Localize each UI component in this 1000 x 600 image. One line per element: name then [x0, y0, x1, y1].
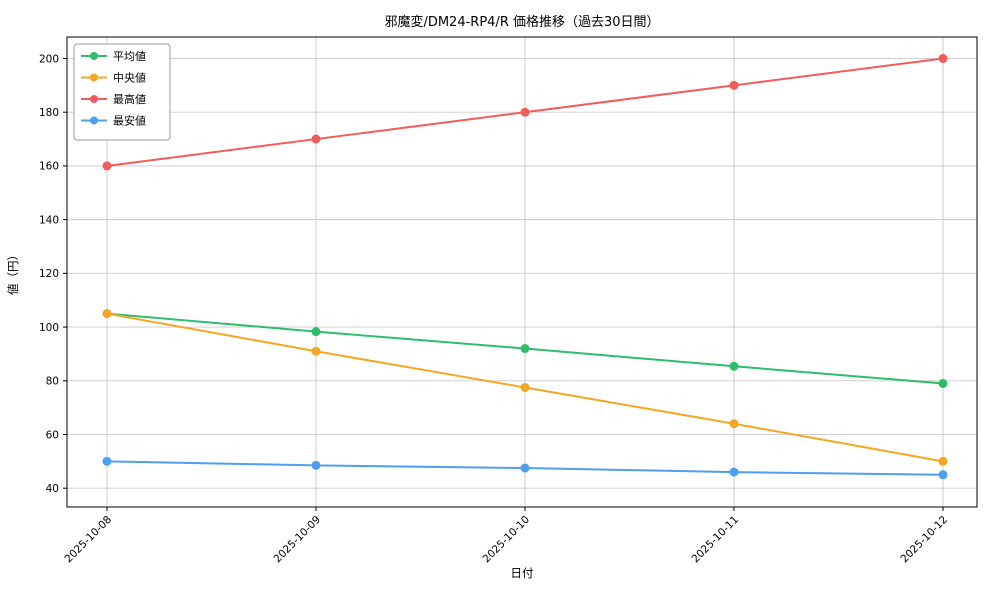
data-point-marker	[729, 80, 739, 90]
legend-item: 最高値	[81, 92, 146, 106]
legend-label: 平均値	[113, 50, 146, 63]
data-point-marker	[520, 382, 530, 392]
legend-item: 中央値	[81, 71, 146, 84]
data-point-marker	[938, 456, 948, 466]
legend-sample-marker	[90, 95, 98, 103]
y-tick-label: 160	[39, 161, 59, 173]
y-axis-label: 値（円）	[6, 249, 20, 295]
legend-item: 最安値	[81, 113, 146, 127]
legend-item: 平均値	[81, 50, 146, 63]
legend-label: 最安値	[113, 113, 146, 127]
data-point-marker	[520, 344, 530, 354]
x-axis-label: 日付	[511, 566, 534, 580]
plot-area-background	[67, 37, 977, 507]
data-point-marker	[311, 346, 321, 356]
y-tick-label: 120	[39, 268, 59, 280]
data-point-marker	[938, 53, 948, 63]
plot-border	[66, 36, 978, 508]
data-point-marker	[729, 361, 739, 371]
data-point-marker	[102, 161, 112, 171]
y-tick-label: 180	[39, 107, 59, 119]
data-point-marker	[311, 327, 321, 337]
legend-sample-marker	[90, 52, 98, 60]
legend-box	[73, 43, 171, 141]
y-tick-label: 60	[46, 429, 59, 441]
data-point-marker	[729, 419, 739, 429]
legend-sample-marker	[90, 73, 98, 82]
data-point-marker	[729, 467, 739, 477]
data-point-marker	[520, 107, 530, 117]
data-point-marker	[102, 456, 112, 466]
data-point-marker	[102, 309, 112, 319]
legend-label: 中央値	[113, 71, 146, 84]
data-point-marker	[311, 460, 321, 470]
chart-title: 邪魔変/DM24-RP4/R 価格推移（過去30日間）	[384, 14, 659, 30]
legend-label: 最高値	[113, 92, 146, 106]
data-point-marker	[520, 463, 530, 473]
y-tick-label: 80	[46, 376, 59, 388]
data-point-marker	[938, 470, 948, 480]
y-tick-label: 140	[39, 214, 59, 226]
y-tick-label: 40	[46, 483, 59, 495]
y-tick-label: 100	[39, 322, 59, 334]
y-tick-label: 200	[39, 53, 59, 65]
legend-sample-marker	[90, 116, 98, 125]
data-point-marker	[938, 378, 948, 388]
data-point-marker	[311, 134, 321, 144]
